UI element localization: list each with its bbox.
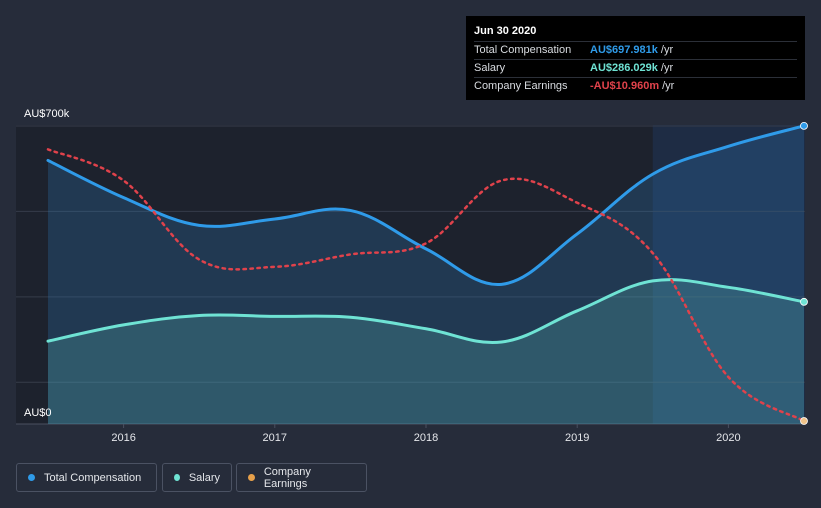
legend-label: Total Compensation xyxy=(44,471,142,484)
total-compensation-line xyxy=(46,124,806,286)
tooltip-label: Total Compensation xyxy=(474,44,572,56)
legend-label: Salary xyxy=(188,471,220,484)
plot-area xyxy=(16,125,805,424)
total-compensation-area xyxy=(48,125,804,425)
tooltip-label: Salary xyxy=(474,62,506,74)
company-earnings-endpoint xyxy=(800,417,808,425)
tooltip-row-salary: Salary AU$286.029k /yr xyxy=(474,59,797,77)
grid-lines xyxy=(16,125,805,425)
tooltip-row-company-earnings: Company Earnings -AU$10.960m /yr xyxy=(474,77,797,95)
legend-dot-icon xyxy=(174,474,180,481)
series-endpoints xyxy=(800,121,808,425)
x-tick-label: 2016 xyxy=(111,432,135,444)
x-tick-label: 2019 xyxy=(565,432,589,444)
salary-endpoint xyxy=(800,297,808,306)
y-tick-label: AU$700k xyxy=(24,108,70,120)
tooltip-value: AU$286.029k xyxy=(590,62,658,74)
legend-dot-icon xyxy=(248,474,255,481)
tooltip-row-total-compensation: Total Compensation AU$697.981k /yr xyxy=(474,41,797,59)
x-tick-label: 2017 xyxy=(263,432,287,444)
tooltip-unit: /yr xyxy=(662,80,675,92)
tooltip-unit: /yr xyxy=(660,44,674,56)
tooltip-date: Jun 30 2020 xyxy=(474,25,537,37)
tooltip-unit: /yr xyxy=(660,62,674,74)
series-lines xyxy=(46,124,806,423)
legend-salary[interactable]: Salary xyxy=(162,463,232,492)
legend-company-earnings[interactable]: Company Earnings xyxy=(236,463,367,492)
company-earnings-line xyxy=(46,148,806,423)
y-axis: AU$700k AU$0 xyxy=(24,108,70,419)
tooltip-value: AU$697.981k xyxy=(590,44,658,56)
x-tick-label: 2020 xyxy=(716,432,740,444)
y-tick-label: AU$0 xyxy=(24,407,52,419)
salary-line xyxy=(46,278,806,345)
legend-dot-icon xyxy=(28,474,35,481)
legend-total-compensation[interactable]: Total Compensation xyxy=(16,463,157,492)
x-axis: 2016 2017 2018 2019 2020 xyxy=(111,424,741,444)
total-compensation-endpoint xyxy=(800,121,808,130)
x-tick-label: 2018 xyxy=(414,432,438,444)
legend-label: Company Earnings xyxy=(263,465,311,490)
tooltip-panel: Jun 30 2020 Total Compensation AU$697.98… xyxy=(466,16,805,100)
tooltip-label: Company Earnings xyxy=(474,80,568,92)
tooltip-value: -AU$10.960m xyxy=(590,80,660,92)
forecast-highlight xyxy=(652,125,805,424)
